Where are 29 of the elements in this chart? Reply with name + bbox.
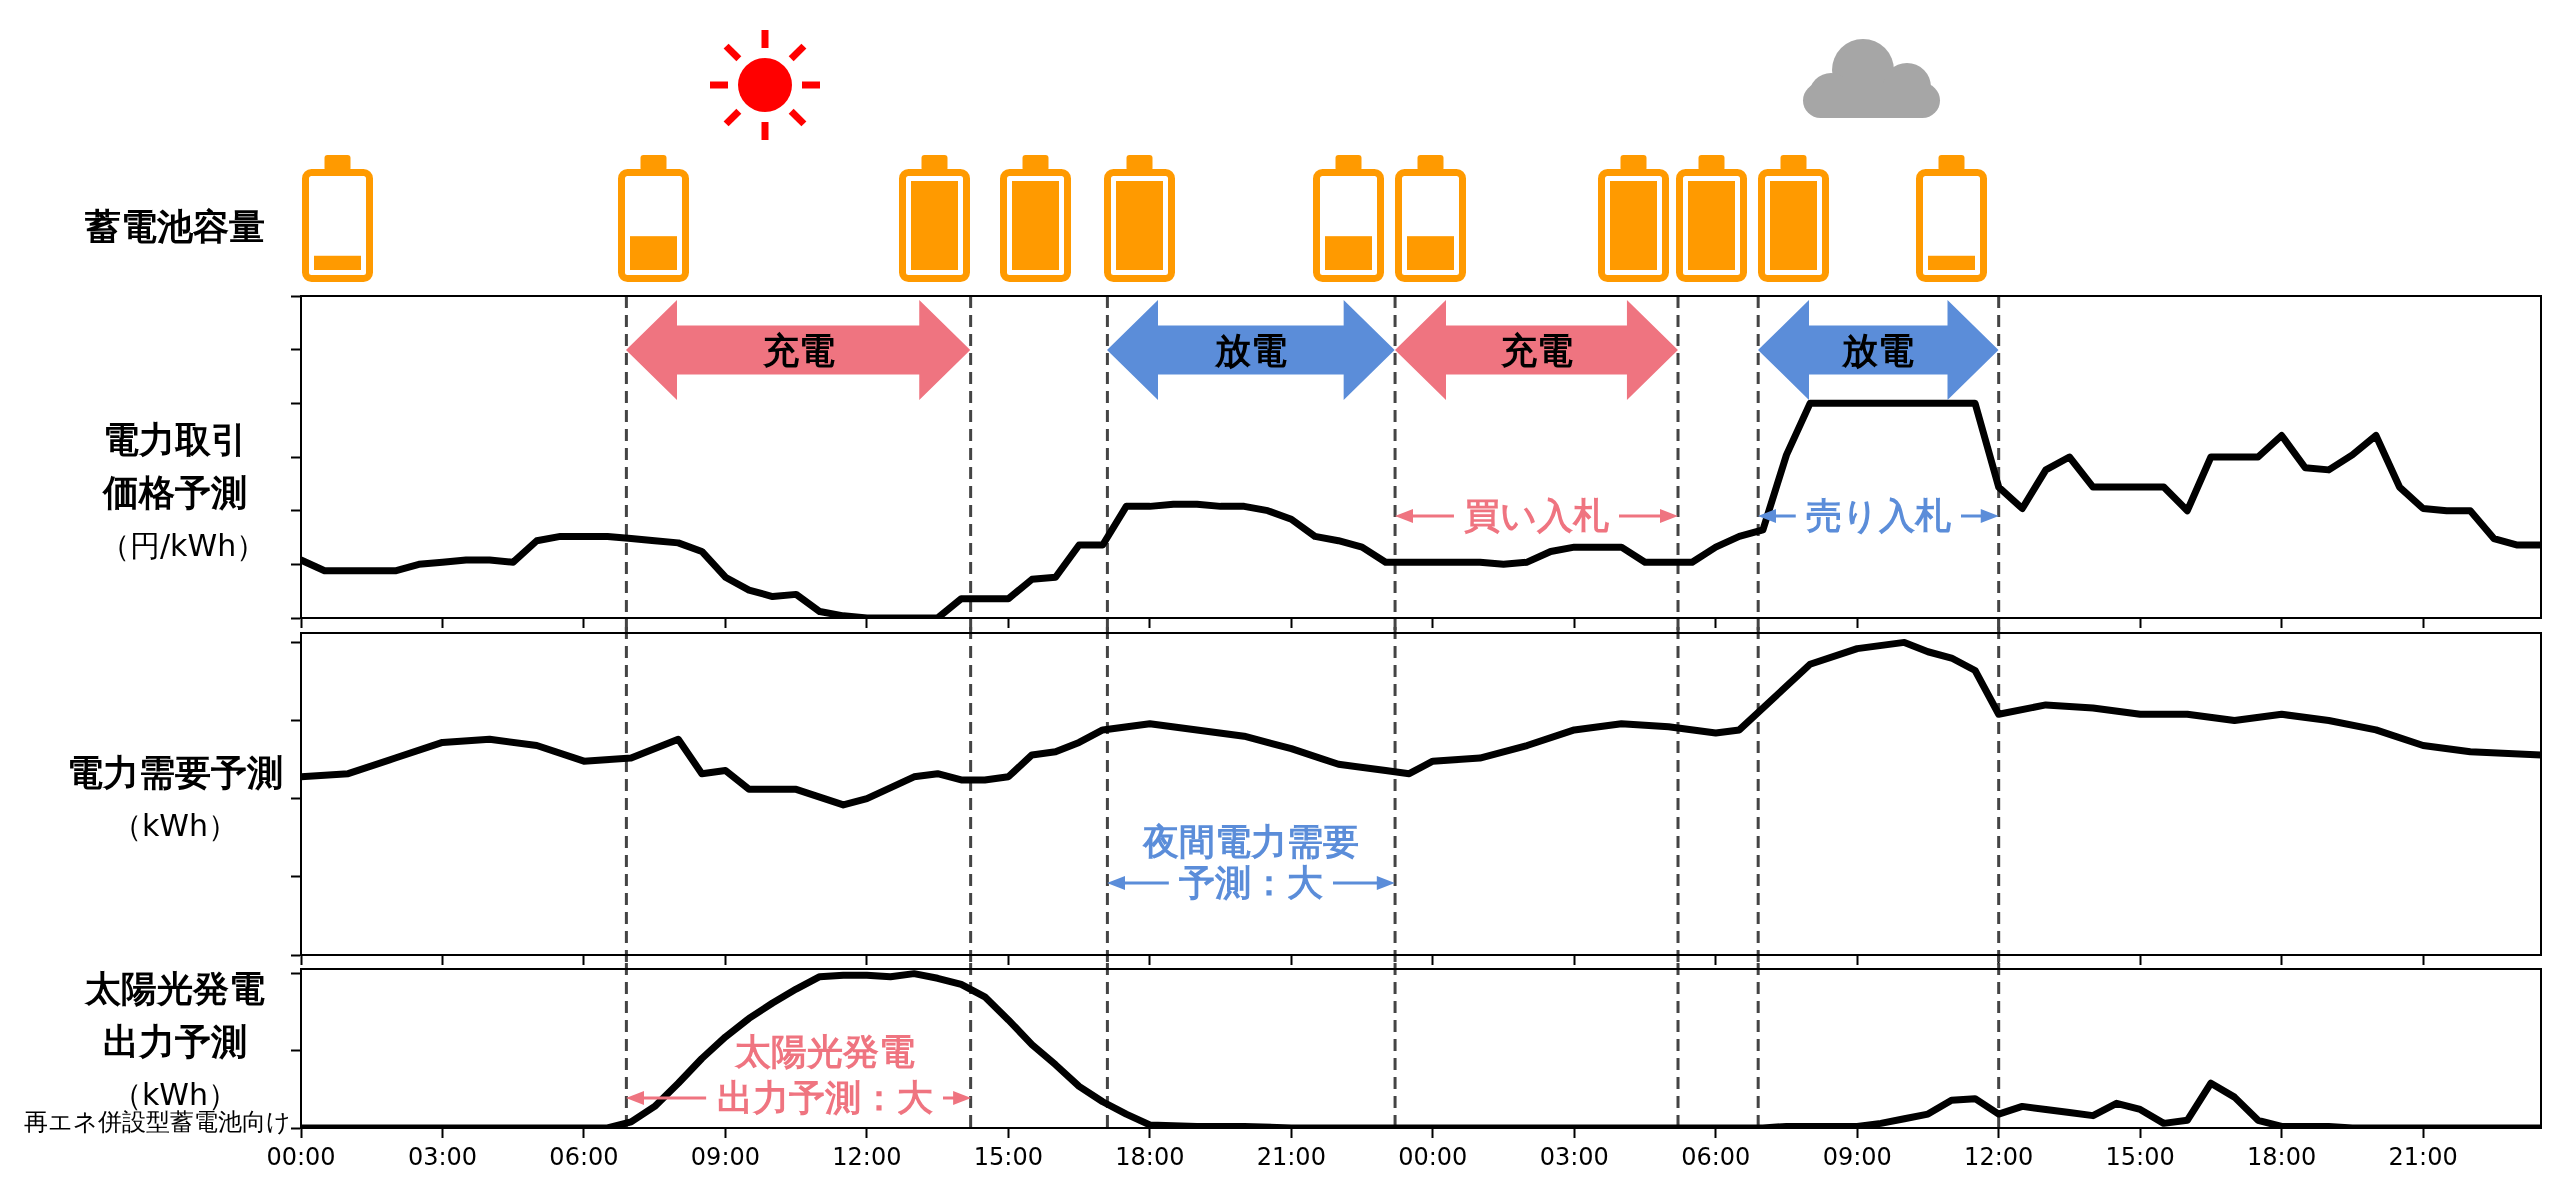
- x-tick-label: 12:00: [832, 1142, 902, 1171]
- annotation: 予測：大: [1179, 861, 1324, 906]
- y-axis-title: 電力取引価格予測（円/kWh）: [100, 419, 267, 565]
- x-tick-label: 12:00: [1964, 1142, 2034, 1171]
- x-tick-label: 18:00: [1115, 1142, 1185, 1171]
- x-tick-label: 09:00: [1822, 1142, 1892, 1171]
- annotation: 買い入札: [1464, 494, 1610, 539]
- x-tick-label: 03:00: [1539, 1142, 1609, 1171]
- x-tick-label: 00:00: [266, 1142, 336, 1171]
- x-tick-label: 06:00: [549, 1142, 619, 1171]
- annotation: 夜間電力需要: [1143, 820, 1360, 864]
- text: 放電: [1215, 328, 1288, 373]
- text: 放電: [1842, 328, 1915, 373]
- x-tick-label: 03:00: [407, 1142, 478, 1171]
- y-axis-title: 電力需要予測（kWh）: [66, 751, 284, 845]
- annotation: 売り入札: [1805, 494, 1951, 539]
- x-tick-label: 21:00: [1256, 1142, 1326, 1171]
- x-tick-label: 15:00: [2105, 1142, 2175, 1171]
- text: 充電: [762, 328, 835, 373]
- x-tick-label: 18:00: [2247, 1142, 2317, 1171]
- x-tick-label: 09:00: [690, 1142, 761, 1171]
- x-tick-label: 06:00: [1681, 1142, 1751, 1171]
- x-tick-label: 00:00: [1398, 1142, 1468, 1171]
- x-tick-label: 15:00: [973, 1142, 1043, 1171]
- text: 蓄電池容量: [85, 204, 265, 249]
- x-tick-label: 21:00: [2388, 1142, 2458, 1171]
- text: 充電: [1500, 328, 1573, 373]
- annotation: 太陽光発電: [734, 1029, 915, 1074]
- annotation: 出力予測：大: [716, 1076, 933, 1121]
